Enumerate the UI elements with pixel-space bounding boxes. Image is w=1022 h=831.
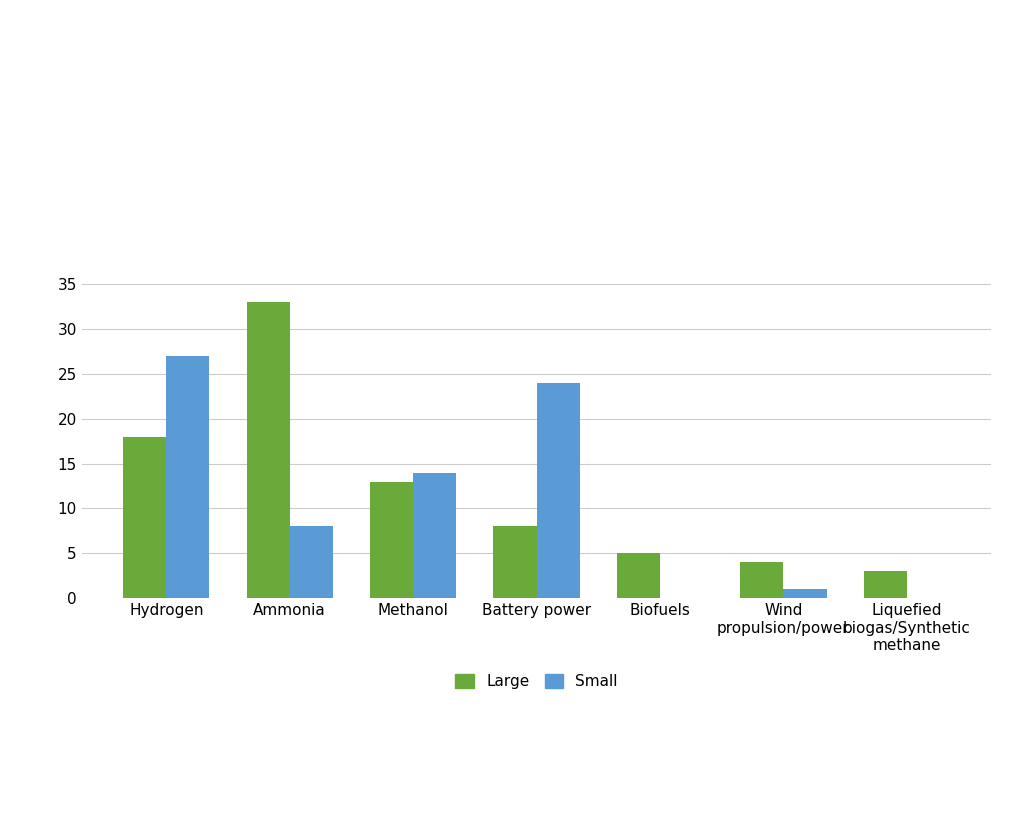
Bar (413, 473, 457, 598)
Bar (616, 553, 660, 598)
Bar (289, 527, 333, 598)
Legend: Large, Small: Large, Small (448, 666, 625, 697)
Bar (784, 589, 827, 598)
Bar (537, 383, 579, 598)
Bar (370, 481, 413, 598)
Bar (246, 302, 289, 598)
Bar (494, 527, 537, 598)
Bar (167, 356, 210, 598)
Bar (740, 563, 784, 598)
Bar (864, 572, 907, 598)
Bar (123, 436, 167, 598)
